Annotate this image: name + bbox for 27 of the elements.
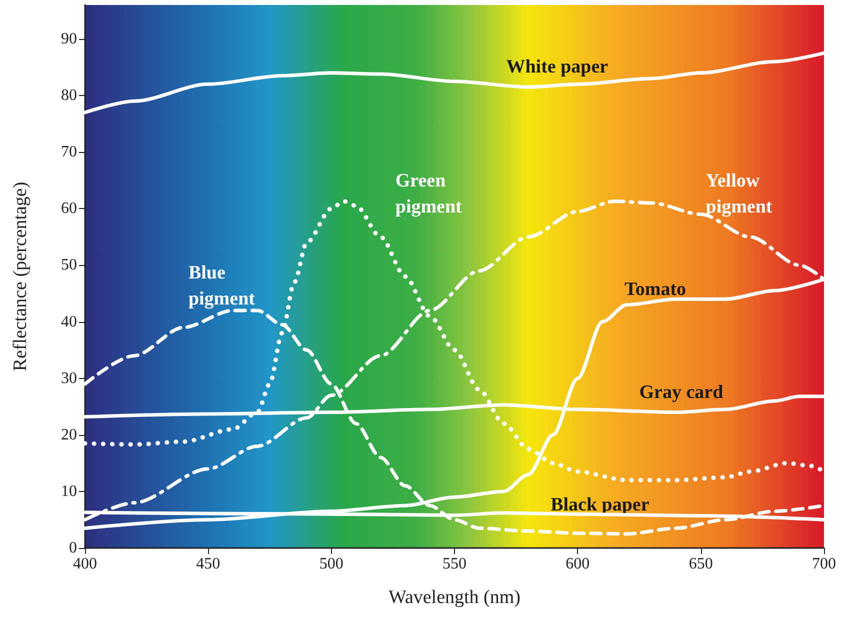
series-label: Tomato (624, 279, 686, 300)
x-tick-label: 600 (566, 556, 590, 572)
y-tick-label: 50 (61, 256, 77, 274)
x-tick-label: 550 (442, 556, 466, 572)
y-tick-label: 70 (61, 144, 77, 161)
series-label: Black paper (550, 494, 650, 516)
x-axis-title: Wavelength (nm) (388, 587, 520, 608)
x-tick-label: 650 (688, 556, 713, 572)
x-tick-label: 500 (319, 556, 344, 572)
x-tick-label: 400 (73, 556, 97, 572)
y-tick-label: 10 (61, 482, 77, 500)
x-tick-label: 450 (196, 556, 220, 572)
y-tick-label: 60 (61, 200, 77, 218)
series-label: Gray card (639, 382, 724, 404)
line-series (83, 51, 826, 114)
y-tick-label: 90 (61, 30, 77, 48)
y-tick-label: 30 (61, 370, 77, 387)
y-tick-label: 40 (61, 313, 77, 330)
y-tick-label: 0 (69, 540, 77, 556)
y-tick-label: 80 (61, 87, 77, 104)
series-label: Green pigment (395, 170, 463, 218)
y-tick-label: 20 (61, 426, 77, 444)
y-axis-title: Reflectance (percentage) (10, 182, 31, 372)
series-label: Yellow pigment (706, 170, 773, 218)
x-tick-label: 700 (812, 556, 836, 572)
series-label: Blue pigment (188, 262, 256, 310)
series-label: White paper (506, 56, 609, 78)
